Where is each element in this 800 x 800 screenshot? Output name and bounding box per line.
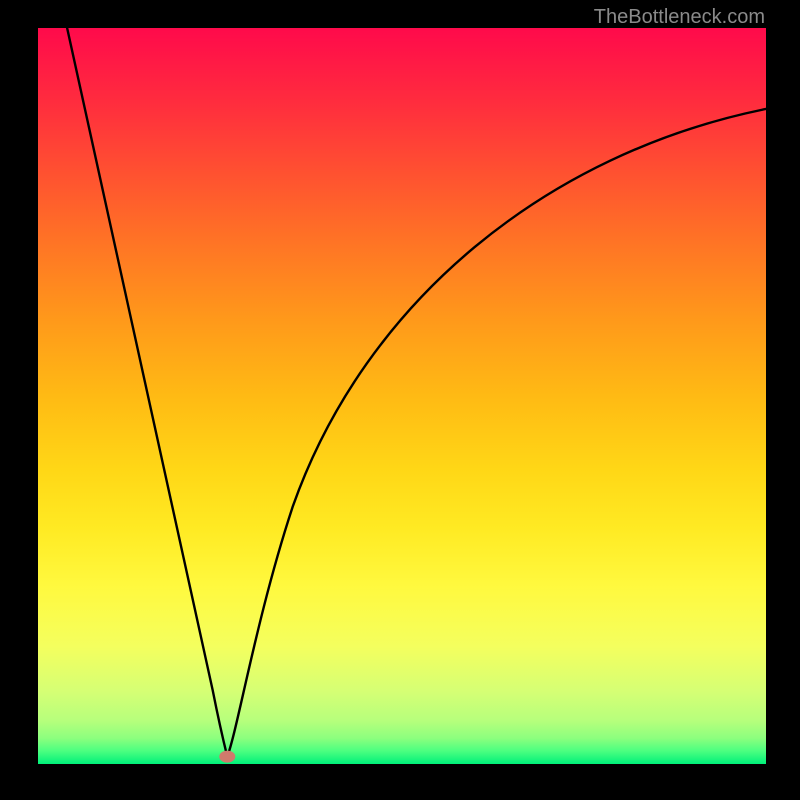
plot-area [38, 28, 766, 764]
bottleneck-chart [38, 28, 766, 764]
watermark-text: TheBottleneck.com [594, 6, 765, 29]
optimal-point-marker [219, 751, 235, 763]
